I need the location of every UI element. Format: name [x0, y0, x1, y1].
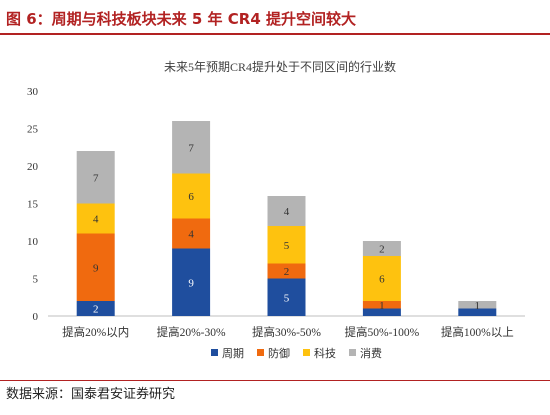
chart-legend: 周期 防御 科技 消费 — [211, 346, 382, 360]
y-tick-label: 20 — [27, 161, 39, 173]
x-tick-label: 提高50%-100% — [345, 325, 420, 339]
bar-segment-周期 — [362, 308, 401, 316]
bar-segment-消费 — [172, 121, 211, 174]
source-note: 数据来源：国泰君安证券研究 — [6, 387, 176, 402]
legend-swatch — [211, 349, 218, 356]
bar-segment-防御 — [267, 263, 306, 279]
y-tick-label: 10 — [27, 236, 39, 248]
chart-title: 未来5年预期CR4提升处于不同区间的行业数 — [164, 59, 396, 74]
data-label: 5 — [284, 240, 290, 252]
bar-segment-周期 — [267, 278, 306, 316]
data-label: 6 — [379, 274, 385, 286]
bar-segment-防御 — [172, 218, 211, 249]
data-label: 1 — [379, 300, 385, 312]
stacked-bar-chart: 未来5年预期CR4提升处于不同区间的行业数 051015202530提高20%以… — [27, 59, 525, 360]
bar-segment-周期 — [172, 248, 211, 316]
legend-label: 周期 — [222, 347, 244, 360]
data-label: 4 — [93, 214, 99, 226]
legend-label: 防御 — [268, 346, 290, 360]
bar-segment-周期 — [458, 308, 497, 316]
data-label: 7 — [188, 142, 194, 154]
data-label: 2 — [284, 266, 290, 278]
legend-label: 消费 — [360, 346, 382, 360]
data-label: 9 — [93, 262, 99, 274]
data-label: 7 — [93, 172, 99, 184]
bar-segment-科技 — [267, 226, 306, 264]
y-tick-label: 25 — [27, 124, 39, 136]
x-tick-label: 提高30%-50% — [252, 325, 321, 339]
legend-label: 科技 — [314, 346, 336, 360]
bar-segment-消费 — [76, 151, 115, 204]
data-label: 2 — [379, 244, 385, 256]
bar-segment-防御 — [362, 301, 401, 309]
bar-segment-科技 — [172, 173, 211, 219]
data-label: 6 — [188, 191, 194, 203]
data-label: 4 — [188, 229, 194, 241]
bar-segment-消费 — [267, 196, 306, 226]
bar-segment-周期 — [76, 301, 115, 316]
x-tick-label: 提高20%-30% — [157, 325, 226, 339]
bar-segment-防御 — [76, 233, 115, 301]
chart-bars: 2 9 4 7 9 4 6 7 5 2 5 4 1 6 2 1 — [76, 121, 497, 316]
y-tick-label: 30 — [27, 86, 39, 98]
data-label: 5 — [284, 292, 290, 304]
data-label: 4 — [284, 206, 290, 218]
y-tick-label: 15 — [27, 199, 39, 211]
legend-swatch — [303, 349, 310, 356]
bar-segment-消费 — [362, 241, 401, 256]
bar-segment-科技 — [362, 256, 401, 301]
data-label: 2 — [93, 304, 99, 316]
y-tick-label: 5 — [33, 274, 39, 286]
legend-swatch — [257, 349, 264, 356]
title-rule — [0, 33, 550, 35]
figure-title: 图 6：周期与科技板块未来 5 年 CR4 提升空间较大 — [6, 10, 356, 28]
bar-segment-科技 — [76, 203, 115, 234]
source-rule — [0, 380, 550, 381]
bar-segment-消费 — [458, 301, 497, 309]
y-tick-label: 0 — [33, 311, 39, 323]
x-tick-label: 提高100%以上 — [441, 325, 514, 339]
data-label: 9 — [188, 277, 194, 289]
x-tick-label: 提高20%以内 — [62, 325, 129, 339]
legend-swatch — [349, 349, 356, 356]
data-label: 1 — [475, 300, 481, 312]
